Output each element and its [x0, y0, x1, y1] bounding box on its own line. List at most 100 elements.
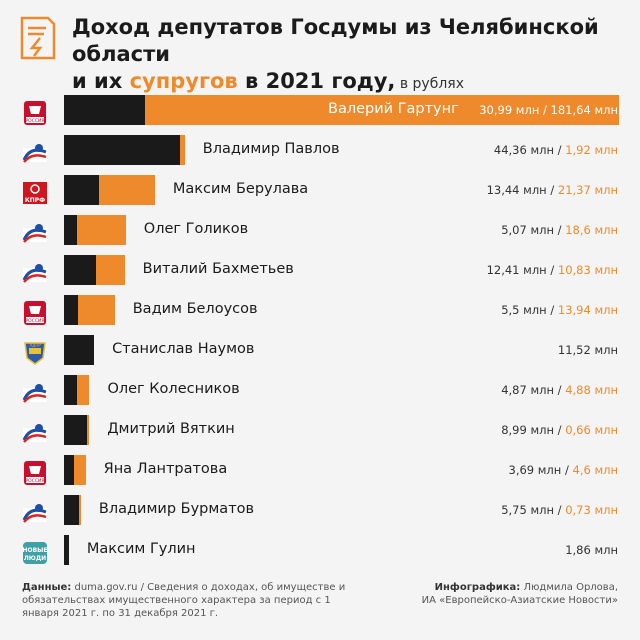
deputy-bar: [64, 535, 69, 565]
deputy-bar: [64, 95, 145, 125]
chart-row: Олег Колесников 4,87 млн / 4,88 млн: [0, 372, 640, 412]
value-separator: /: [539, 103, 551, 117]
svg-text:ЛДПР: ЛДПР: [29, 343, 41, 348]
value-separator: /: [554, 423, 566, 437]
deputy-bar: [64, 495, 79, 525]
deputy-name-label: Виталий Бахметьев: [142, 261, 294, 277]
deputy-value-label: 3,69 млн: [508, 463, 562, 477]
deputy-bar: [64, 215, 78, 245]
svg-text:КПРФ: КПРФ: [25, 197, 45, 204]
deputy-bar: [64, 135, 180, 165]
spouse-bar: [76, 375, 90, 405]
deputy-value-label: 1,86 млн: [565, 543, 618, 557]
spouse-bar: [87, 415, 90, 445]
value-separator: /: [546, 183, 558, 197]
title-highlight: супругов: [129, 69, 238, 93]
chart-row: Владимир Павлов 44,36 млн / 1,92 млн: [0, 132, 640, 172]
er-icon: [22, 224, 47, 243]
deputy-name-label: Владимир Павлов: [202, 141, 340, 157]
deputy-value-label: 30,99 млн: [479, 103, 540, 117]
value-separator: /: [554, 223, 566, 237]
value-label: 1,86 млн: [565, 543, 618, 557]
spouse-value-label: 0,73 млн: [565, 503, 618, 517]
spouse-value-label: 4,6 млн: [572, 463, 619, 477]
value-label: 44,36 млн / 1,92 млн: [494, 143, 618, 157]
deputy-name-label: Максим Берулава: [172, 181, 309, 197]
spouse-value-label: 10,83 млн: [557, 263, 618, 277]
deputy-bar: [64, 375, 77, 405]
deputy-bar: [64, 415, 88, 445]
value-label: 3,69 млн / 4,6 млн: [509, 463, 619, 477]
spouse-value-label: 13,94 млн: [557, 303, 618, 317]
value-label: 5,75 млн / 0,73 млн: [501, 503, 618, 517]
kprf-icon: КПРФ: [23, 182, 47, 204]
er-icon: [22, 384, 47, 403]
chart-row: Олег Голиков 5,07 млн / 18,6 млн: [0, 212, 640, 252]
chart-title: Доход депутатов Госдумы из Челябинской о…: [72, 15, 599, 93]
spouse-value-label: 4,88 млн: [565, 383, 618, 397]
spouse-bar: [144, 95, 619, 125]
chart-row: РОССИЯ Валерий Гартунг 30,99 млн / 181,64 …: [0, 92, 640, 132]
value-label: 11,52 млн: [558, 343, 618, 357]
deputy-name-label: Вадим Белоусов: [132, 301, 258, 317]
value-label: 12,41 млн / 10,83 млн: [487, 263, 618, 277]
deputy-value-label: 8,99 млн: [501, 423, 554, 437]
value-separator: /: [554, 503, 566, 517]
sr-icon: РОССИЯ: [24, 101, 46, 125]
spouse-value-label: 21,37 млн: [557, 183, 618, 197]
deputy-bar: [64, 295, 79, 325]
deputy-name-label: Валерий Гартунг: [328, 101, 459, 117]
value-separator: /: [546, 303, 558, 317]
svg-text:ЛЮДИ: ЛЮДИ: [24, 555, 46, 562]
deputy-value-label: 11,52 млн: [557, 343, 618, 357]
spouse-bar: [79, 495, 81, 525]
value-separator: /: [554, 383, 566, 397]
spouse-bar: [77, 215, 126, 245]
deputy-value-label: 5,5 млн: [501, 303, 547, 317]
er-icon: [22, 424, 47, 443]
er-icon: [22, 264, 47, 283]
value-label: 8,99 млн / 0,66 млн: [501, 423, 618, 437]
credit-note: Инфографика: Людмила Орлова, ИА «Европей…: [421, 582, 618, 606]
chart-row: Владимир Бурматов 5,75 млн / 0,73 млн: [0, 492, 640, 532]
deputy-name-label: Максим Гулин: [86, 541, 196, 557]
value-label: 5,07 млн / 18,6 млн: [501, 223, 618, 237]
chart-row: КПРФ Максим Берулава 13,44 млн / 21,37 млн: [0, 172, 640, 212]
svg-text:НОВЫЕ: НОВЫЕ: [22, 547, 47, 554]
deputy-bar: [64, 255, 97, 285]
brand-logo-icon: [20, 16, 56, 60]
spouse-value-label: 1,92 млн: [565, 143, 618, 157]
spouse-bar: [179, 135, 185, 165]
chart-row: Виталий Бахметьев 12,41 млн / 10,83 млн: [0, 252, 640, 292]
deputy-value-label: 4,87 млн: [501, 383, 554, 397]
deputy-name-label: Олег Голиков: [143, 221, 249, 237]
value-label: 13,44 млн / 21,37 млн: [487, 183, 618, 197]
value-separator: /: [554, 143, 566, 157]
deputy-value-label: 13,44 млн: [486, 183, 547, 197]
deputy-bar: [64, 175, 100, 205]
deputy-value-label: 5,75 млн: [501, 503, 554, 517]
value-label: 4,87 млн / 4,88 млн: [501, 383, 618, 397]
value-separator: /: [561, 463, 573, 477]
deputy-bar: [64, 335, 95, 365]
ldpr-icon: ЛДПР: [24, 342, 46, 365]
deputy-bar: [64, 455, 74, 485]
value-label: 30,99 млн / 181,64 млн: [479, 103, 618, 117]
deputy-value-label: 44,36 млн: [493, 143, 554, 157]
deputy-name-label: Владимир Бурматов: [98, 501, 255, 517]
chart-row: ЛДПР Станислав Наумов 11,52 млн: [0, 332, 640, 372]
sr-icon: РОССИЯ: [24, 461, 46, 485]
spouse-bar: [99, 175, 155, 205]
spouse-bar: [78, 295, 115, 325]
deputy-value-label: 5,07 млн: [501, 223, 554, 237]
svg-text:РОССИЯ: РОССИЯ: [25, 118, 44, 124]
sr-icon: РОССИЯ: [24, 301, 46, 325]
deputy-name-label: Станислав Наумов: [112, 341, 255, 357]
deputy-value-label: 12,41 млн: [486, 263, 547, 277]
spouse-value-label: 181,64 млн: [550, 103, 618, 117]
deputy-name-label: Олег Колесников: [107, 381, 240, 397]
svg-text:РОССИЯ: РОССИЯ: [25, 318, 44, 324]
er-icon: [22, 504, 47, 523]
